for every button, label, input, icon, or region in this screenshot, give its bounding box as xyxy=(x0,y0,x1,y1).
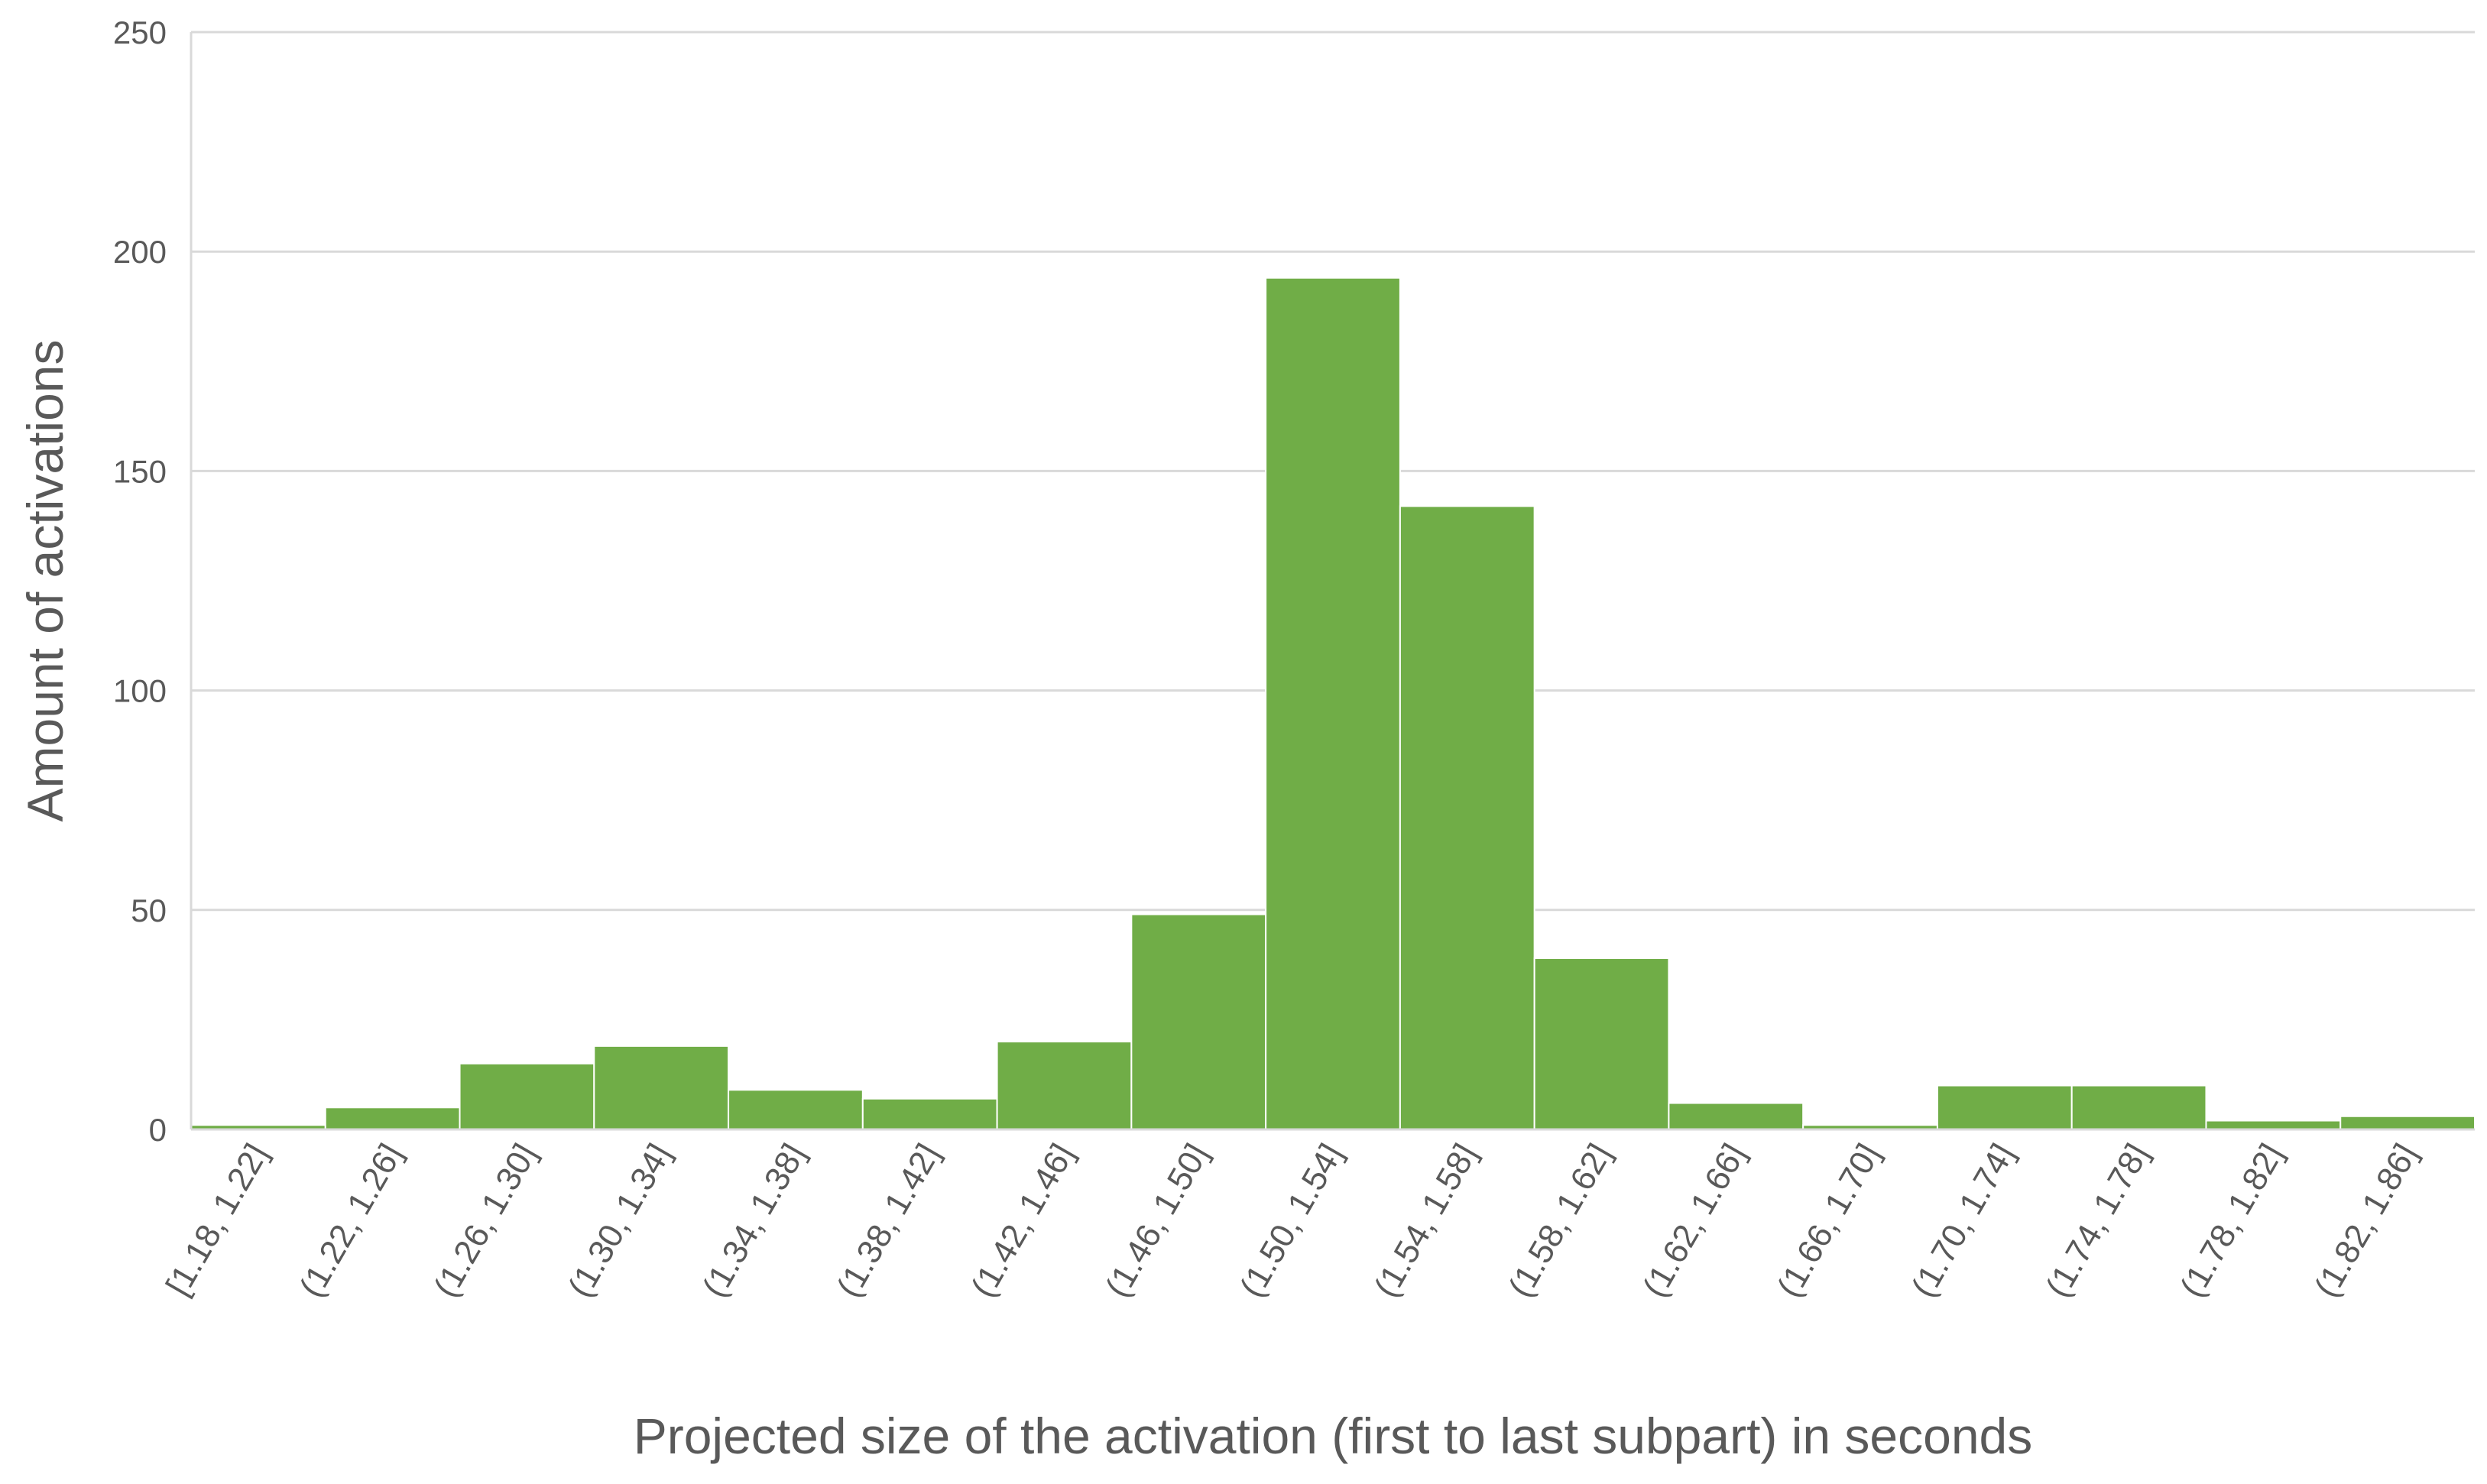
bar xyxy=(728,1089,864,1130)
x-tick-label: (1.42, 1.46] xyxy=(964,1138,1081,1304)
y-tick-label: 0 xyxy=(149,1112,167,1148)
bar xyxy=(2070,1084,2207,1131)
y-tick-label: 100 xyxy=(113,673,167,709)
bars xyxy=(190,277,2476,1131)
bar xyxy=(996,1041,1133,1130)
bar xyxy=(1533,957,1670,1131)
x-tick-label: [1.18, 1.22] xyxy=(159,1138,276,1302)
bar xyxy=(1399,505,1535,1130)
bar xyxy=(459,1062,595,1130)
y-tick-label: 200 xyxy=(113,234,167,270)
bar xyxy=(861,1097,998,1130)
x-axis-ticks: [1.18, 1.22] (1.22, 1.26] (1.26, 1.30] (1.3… xyxy=(159,1138,2425,1304)
x-tick-label: (1.54, 1.58] xyxy=(1367,1138,1485,1304)
x-tick-label: (1.74, 1.78] xyxy=(2039,1138,2157,1304)
y-tick-label: 50 xyxy=(131,893,167,928)
x-tick-label: (1.82, 1.86] xyxy=(2307,1138,2425,1304)
x-tick-label: (1.38, 1.42] xyxy=(830,1138,948,1304)
y-tick-label: 250 xyxy=(113,15,167,50)
x-tick-label: (1.22, 1.26] xyxy=(293,1138,410,1304)
y-tick-label: 150 xyxy=(113,453,167,489)
bar xyxy=(2339,1115,2476,1130)
axes xyxy=(190,32,2475,1131)
x-tick-label: (1.58, 1.62] xyxy=(1501,1138,1619,1304)
x-tick-label: (1.66, 1.70] xyxy=(1770,1138,1888,1304)
x-tick-label: (1.50, 1.54] xyxy=(1233,1138,1351,1304)
y-axis-title: Amount of activations xyxy=(17,340,73,822)
x-tick-label: (1.46, 1.50] xyxy=(1098,1138,1216,1304)
x-axis-title: Projected size of the activation (first … xyxy=(634,1408,2033,1464)
y-axis-ticks: 0 50 100 150 200 250 xyxy=(113,15,167,1148)
bar xyxy=(593,1045,730,1131)
x-tick-label: (1.30, 1.34] xyxy=(561,1138,679,1304)
bar xyxy=(1668,1102,1804,1131)
x-tick-label: (1.70, 1.74] xyxy=(1905,1138,2022,1304)
x-tick-label: (1.26, 1.30] xyxy=(426,1138,544,1304)
bar xyxy=(2205,1119,2342,1130)
bar xyxy=(1130,913,1267,1130)
bar xyxy=(324,1107,461,1131)
x-tick-label: (1.34, 1.38] xyxy=(696,1138,813,1304)
x-tick-label: (1.62, 1.66] xyxy=(1636,1138,1753,1304)
x-tick-label: (1.78, 1.82] xyxy=(2173,1138,2291,1304)
bar xyxy=(1936,1084,2073,1131)
bar xyxy=(1265,277,1401,1131)
